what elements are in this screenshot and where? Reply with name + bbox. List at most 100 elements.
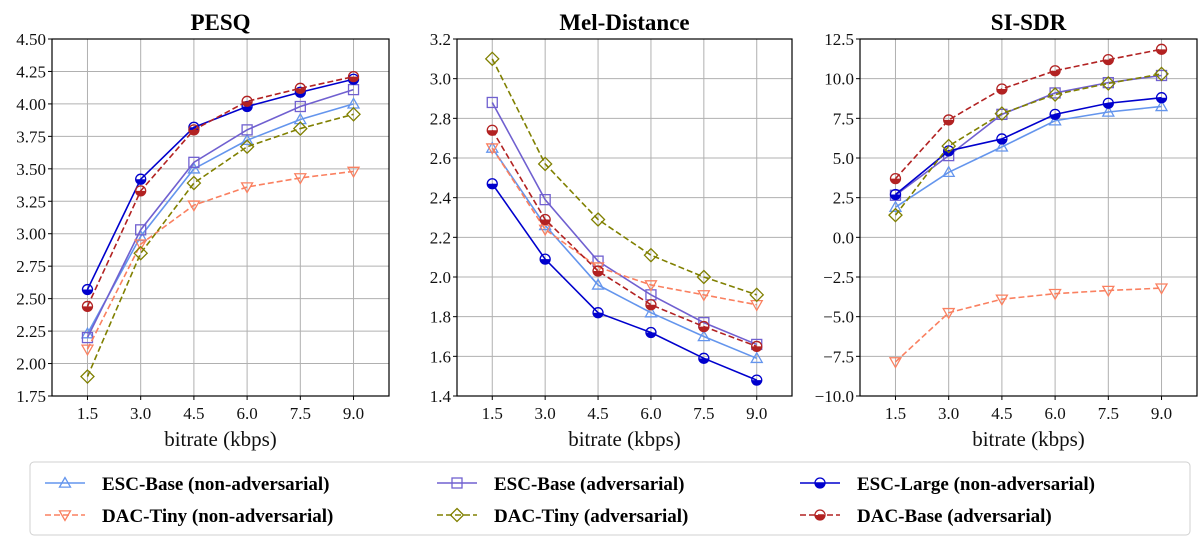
x-tick-label: 3.0 (938, 404, 959, 423)
data-point (81, 283, 94, 296)
x-tick-label: 6.0 (1044, 404, 1065, 423)
x-tick-label: 4.5 (183, 404, 204, 423)
data-point (590, 212, 606, 227)
data-point (486, 178, 498, 190)
y-tick-label: −5.0 (823, 308, 854, 327)
y-tick-label: 4.00 (16, 95, 46, 114)
y-tick-label: 2.2 (430, 228, 451, 247)
series-3 (80, 166, 361, 357)
subplot-title: SI-SDR (991, 10, 1067, 35)
legend-label: DAC-Tiny (non-adversarial) (102, 506, 333, 527)
data-point (1101, 285, 1115, 298)
series-line (894, 287, 1162, 363)
series-line (894, 73, 1162, 216)
series-line (491, 147, 758, 360)
series-0 (485, 141, 764, 364)
data-point (346, 106, 361, 122)
data-point-outline (1102, 53, 1114, 66)
x-tick-label: 7.5 (290, 404, 311, 423)
series-line (86, 113, 354, 377)
data-point (698, 320, 710, 333)
subplot-2: −10.0 −7.5 −5.0 −2.5 0.0 2.5 5.0 7.5 10.0 12.5 1.5… (815, 10, 1198, 451)
legend-marker-outline (814, 477, 826, 489)
legend-label: DAC-Tiny (adversarial) (494, 506, 688, 527)
series-0 (80, 97, 361, 339)
data-point (1154, 66, 1169, 82)
series-line (491, 147, 757, 306)
y-tick-label: 2.25 (16, 322, 46, 341)
x-tick-label: 9.0 (343, 404, 364, 423)
data-point (485, 143, 499, 155)
data-point (943, 114, 955, 126)
data-point (749, 287, 765, 303)
data-point-outline (486, 124, 498, 136)
legend-entry: ESC-Base (non-adversarial) (45, 474, 329, 495)
series-5 (81, 70, 360, 313)
data-point (994, 106, 1010, 121)
data-point (239, 139, 255, 155)
data-point-outline (135, 173, 147, 185)
data-point (995, 140, 1009, 152)
series-4 (484, 51, 765, 303)
legend-marker (58, 510, 72, 522)
data-point (135, 224, 147, 236)
y-tick-label: 3.75 (16, 127, 46, 146)
data-point-outline (751, 374, 763, 386)
series-line (86, 88, 354, 338)
data-point-outline (751, 340, 763, 353)
data-point-outline (294, 86, 306, 98)
y-tick-label: 2.6 (430, 149, 451, 168)
series-2 (486, 178, 763, 386)
data-point (942, 165, 956, 178)
y-tick-label: 7.5 (833, 109, 854, 128)
data-point (697, 290, 711, 302)
data-point (135, 185, 147, 197)
data-point-outline (1155, 43, 1168, 55)
series-line (895, 105, 1162, 208)
legend-entry: DAC-Tiny (non-adversarial) (45, 506, 333, 527)
y-tick-label: −2.5 (823, 268, 854, 287)
data-point (539, 193, 551, 206)
data-point (1048, 288, 1062, 301)
legend-entry: ESC-Base (adversarial) (437, 474, 685, 495)
legend-label: ESC-Large (non-adversarial) (857, 474, 1095, 495)
y-tick-label: 3.00 (16, 225, 46, 244)
data-point (187, 200, 201, 212)
x-axis-label: bitrate (kbps) (164, 427, 277, 451)
data-point (134, 239, 148, 251)
y-tick-label: 2.50 (16, 290, 46, 309)
data-point (240, 133, 254, 146)
data-point-outline (996, 133, 1008, 145)
data-point (996, 133, 1008, 145)
data-point-outline (1049, 65, 1061, 77)
data-point-outline (135, 185, 147, 197)
data-point (486, 96, 498, 109)
data-point (751, 340, 763, 353)
x-tick-label: 7.5 (693, 404, 714, 423)
x-tick-label: 9.0 (1151, 404, 1172, 423)
series-line (491, 129, 758, 348)
legend-entry: ESC-Large (non-adversarial) (800, 474, 1095, 495)
x-tick-label: 6.0 (236, 404, 257, 423)
data-point (537, 156, 553, 172)
data-point (485, 141, 499, 153)
data-point-outline (645, 326, 657, 339)
y-tick-label: 0.0 (833, 228, 854, 247)
axes-frame (456, 38, 793, 397)
data-point (1101, 105, 1115, 117)
y-tick-label: 3.0 (430, 70, 451, 89)
data-point (1047, 87, 1063, 102)
legend-label: DAC-Base (adversarial) (857, 506, 1052, 527)
y-tick-label: 2.0 (430, 268, 451, 287)
series-4 (80, 106, 361, 384)
data-point (294, 82, 306, 94)
data-point (133, 245, 149, 261)
data-point (888, 200, 903, 212)
data-point (1154, 283, 1169, 295)
series-1 (889, 69, 1168, 201)
series-5 (889, 43, 1168, 185)
data-point (1049, 65, 1061, 77)
series-line (491, 102, 758, 346)
y-tick-label: 3.2 (430, 30, 451, 49)
